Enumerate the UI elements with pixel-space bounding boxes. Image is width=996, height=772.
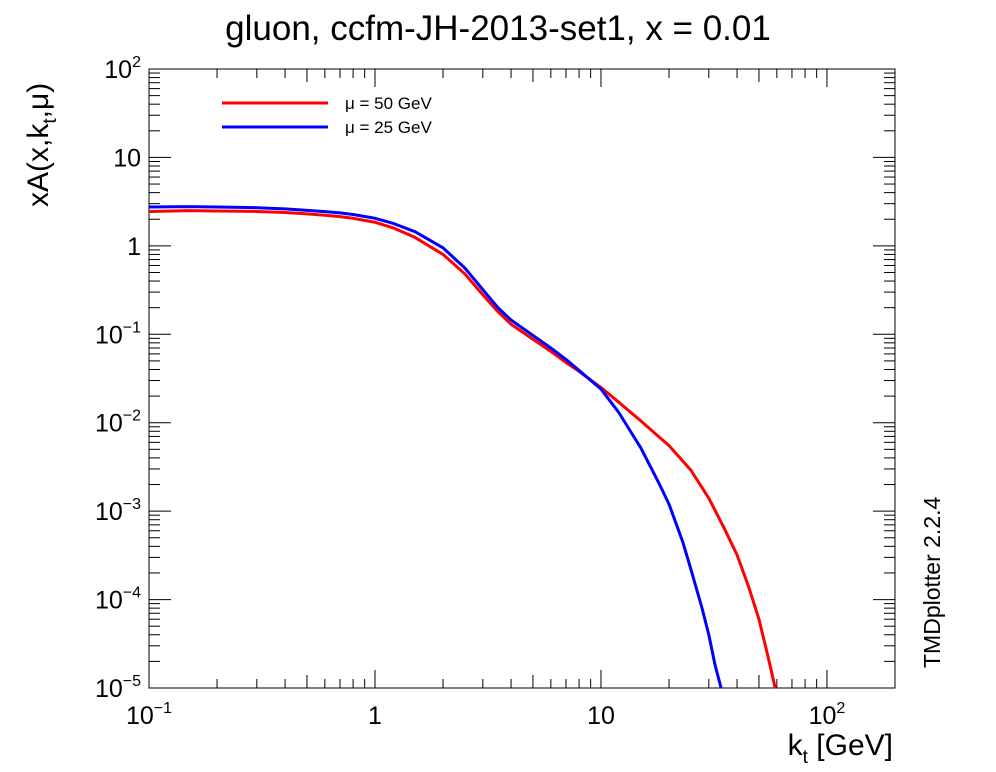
x-tick-label-base: 1 [368,702,382,730]
series-lines [148,205,777,689]
x-axis-ticks [148,69,896,688]
y-axis-label-subscript: t [40,118,61,124]
y-tick-label-base: 10 [95,587,123,615]
chart-title: gluon, ccfm-JH-2013-set1, x = 0.01 [225,9,771,48]
x-axis-label-subscript: t [803,747,809,768]
y-tick-label: 10−3 [95,496,141,526]
y-tick-label-base: 10 [104,56,132,84]
x-tick-label: 10−1 [126,700,172,730]
series-line-1 [148,205,723,689]
y-tick-label: 102 [104,54,141,84]
y-tick-label: 10−4 [95,585,141,615]
y-tick-label-base: 1 [127,233,141,261]
y-tick-label: 10−1 [95,319,141,349]
x-tick-label: 10 [587,702,615,730]
y-tick-label-base: 10 [95,498,123,526]
x-tick-label: 1 [368,702,382,730]
y-axis-label: xA(x,kt,μ) [22,83,61,207]
x-tick-label-base: 10 [809,702,837,730]
version-watermark: TMDplotter 2.2.4 [919,497,945,668]
series-line-0 [148,209,777,689]
y-tick-label-exponent: −3 [123,496,141,513]
y-axis-label-tail: ,μ) [22,83,55,119]
y-tick-label: 10−2 [95,408,141,438]
y-tick-label-exponent: −4 [123,585,141,602]
legend-label-mu-25: μ = 25 GeV [345,118,432,137]
y-tick-label-exponent: 2 [132,54,141,71]
x-axis-tick-labels: 10−1 1 10 102 [126,700,845,730]
x-axis-label: kt [GeV] [788,729,893,768]
x-tick-label-base: 10 [587,702,615,730]
x-axis-label-main: k [788,729,804,762]
y-tick-label-exponent: −2 [123,408,141,425]
y-tick-label-base: 10 [113,144,141,172]
legend: μ = 50 GeV μ = 25 GeV [222,94,432,137]
y-tick-label-exponent: −5 [123,673,141,690]
y-tick-label: 1 [127,233,141,261]
y-tick-label-base: 10 [95,321,123,349]
y-tick-label: 10−5 [95,673,141,703]
plot-frame [148,68,896,689]
x-axis-label-unit: [GeV] [808,729,893,762]
y-tick-label-base: 10 [95,675,123,703]
y-tick-label-base: 10 [95,410,123,438]
x-tick-label-exponent: −1 [154,700,172,717]
legend-label-mu-50: μ = 50 GeV [345,94,432,113]
y-axis-ticks [149,68,895,689]
y-axis-label-main: xA(x,k [22,123,55,207]
y-tick-label-exponent: −1 [123,319,141,336]
x-tick-label-base: 10 [126,702,154,730]
y-tick-label: 10 [113,144,141,172]
x-tick-label-exponent: 2 [836,700,845,717]
x-tick-label: 102 [809,700,846,730]
